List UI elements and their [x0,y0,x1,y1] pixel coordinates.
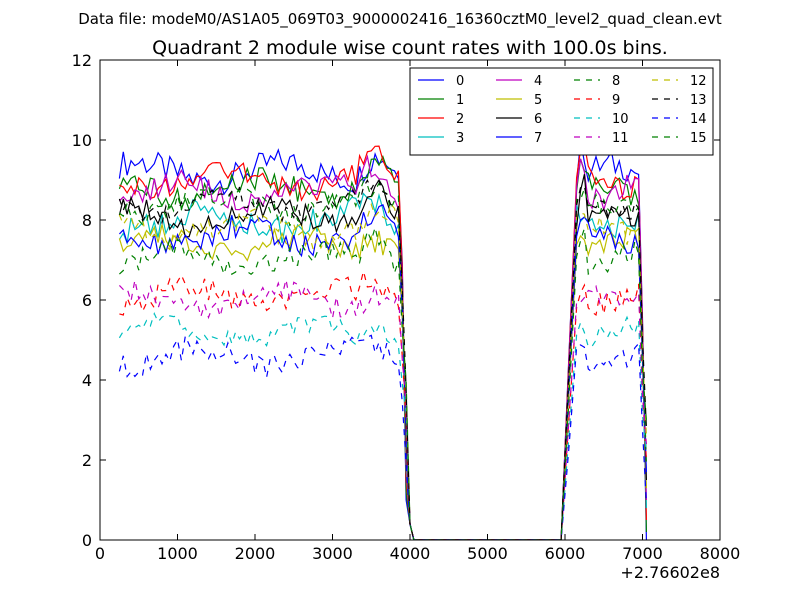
axes-layer: 0 1000 2000 3000 4000 5000 6000 7000 80000246810… [72,51,741,563]
y-tick-label: 8 [82,211,92,230]
legend-label-14: 14 [690,112,707,127]
y-tick-label: 10 [72,131,92,150]
x-tick-label: 6000 [545,544,586,563]
legend-label-15: 15 [690,131,707,146]
legend-label-1: 1 [456,93,464,108]
y-tick-label: 2 [82,451,92,470]
y-tick-label: 6 [82,291,92,310]
chart-title: Quadrant 2 module wise count rates with … [152,37,668,59]
y-tick-label: 12 [72,51,92,70]
legend-label-8: 8 [612,74,620,89]
legend-label-4: 4 [534,74,542,89]
series-line-9 [119,271,647,540]
series-line-10 [118,311,647,540]
series-layer [118,140,647,540]
x-tick-label: 5000 [467,544,508,563]
series-line-0 [118,140,647,540]
legend-frame [409,67,714,156]
legend-label-2: 2 [456,112,464,127]
x-axis-offset-label: +2.76602e8 [620,563,720,582]
series-line-8 [119,179,647,540]
series-line-6 [118,174,647,540]
x-tick-label: 3000 [312,544,353,563]
legend-label-9: 9 [612,93,620,108]
legend-label-6: 6 [534,112,542,127]
y-tick-label: 4 [82,371,92,390]
series-line-13 [118,178,647,540]
legend-label-7: 7 [534,131,542,146]
legend-label-11: 11 [612,131,629,146]
x-tick-label: 2000 [235,544,276,563]
series-line-14 [118,334,647,540]
x-tick-label: 4000 [390,544,431,563]
x-tick-label: 1000 [157,544,198,563]
chart-suptitle: Data file: modeM0/AS1A05_069T03_90000024… [78,10,722,29]
series-line-4 [118,154,647,540]
legend-label-12: 12 [690,74,707,89]
x-tick-label: 8000 [700,544,741,563]
legend-label-10: 10 [612,112,629,127]
legend-label-3: 3 [456,131,464,146]
legend-label-5: 5 [534,93,542,108]
legend-label-0: 0 [456,74,464,89]
series-line-11 [118,279,647,540]
legend-label-13: 13 [690,93,707,108]
x-tick-label: 7000 [622,544,663,563]
series-line-12 [118,202,647,540]
x-tick-label: 0 [95,544,105,563]
series-line-15 [118,227,647,540]
y-tick-label: 0 [82,531,92,550]
series-line-7 [118,203,647,540]
